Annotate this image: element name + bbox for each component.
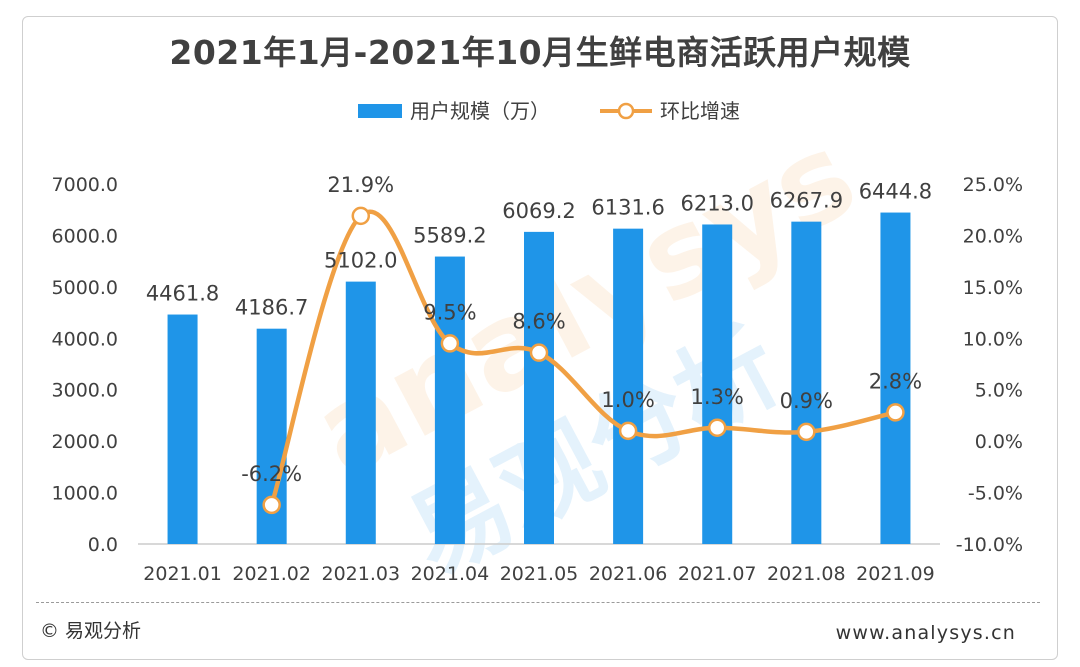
y-left-tick-label: 4000.0 <box>52 328 118 350</box>
bar-value-label: 6267.9 <box>770 189 843 213</box>
growth-value-label: 0.9% <box>780 389 833 413</box>
growth-point <box>707 418 727 438</box>
footer-copyright: © 易观分析 <box>40 620 142 642</box>
y-left-tick-label: 5000.0 <box>52 277 118 299</box>
x-tick-label: 2021.09 <box>856 563 935 585</box>
bar <box>791 221 822 544</box>
legend-label-bar: 用户规模（万） <box>410 99 550 123</box>
footer-divider <box>36 602 1040 603</box>
y-left-tick-label: 6000.0 <box>52 225 118 247</box>
chart-title: 2021年1月-2021年10月生鲜电商活跃用户规模 <box>169 33 911 72</box>
y-left-tick-label: 2000.0 <box>52 431 118 453</box>
y-right-tick-label: 10.0% <box>963 328 1023 350</box>
bar <box>167 314 198 544</box>
x-tick-label: 2021.06 <box>589 563 668 585</box>
legend-label-line: 环比增速 <box>660 99 740 123</box>
bar <box>434 256 465 544</box>
x-tick-label: 2021.07 <box>678 563 757 585</box>
bar-value-label: 5589.2 <box>413 224 486 248</box>
bar-value-label: 6213.0 <box>680 191 753 215</box>
bar <box>524 231 554 544</box>
x-tick-label: 2021.03 <box>321 563 400 585</box>
growth-value-label: 9.5% <box>423 300 476 324</box>
y-right-tick-label: -5.0% <box>968 483 1023 505</box>
x-tick-label: 2021.05 <box>500 563 579 585</box>
bar-value-label: 5102.0 <box>324 249 397 273</box>
legend-marker <box>617 102 635 120</box>
x-tick-label: 2021.01 <box>143 563 222 585</box>
bar-value-label: 6131.6 <box>591 196 664 220</box>
y-right-tick-label: 15.0% <box>963 277 1023 299</box>
legend: 用户规模（万） 环比增速 <box>358 99 740 123</box>
bar <box>880 212 911 544</box>
x-tick-label: 2021.04 <box>411 563 490 585</box>
growth-point <box>351 206 371 226</box>
axes: 0.0 1000.0 2000.0 3000.0 4000.0 5000.0 6000.0 7… <box>52 174 1023 585</box>
growth-point <box>797 422 816 442</box>
growth-point <box>440 334 460 353</box>
y-left-tick-label: 0.0 <box>88 534 118 556</box>
growth-value-label: 21.9% <box>327 173 394 197</box>
growth-point <box>262 495 281 515</box>
footer-url[interactable]: www.analysys.cn <box>835 622 1016 644</box>
y-right-tick-label: 0.0% <box>975 431 1023 453</box>
chart-frame <box>22 16 1058 660</box>
growth-line <box>262 206 905 515</box>
bars <box>167 212 911 544</box>
bar-value-label: 4461.8 <box>146 282 219 306</box>
legend-swatch-bar <box>358 104 402 118</box>
y-right-tick-label: -10.0% <box>956 534 1023 556</box>
growth-value-label: 1.0% <box>601 388 654 412</box>
growth-point <box>886 403 905 422</box>
y-right-tick-label: 20.0% <box>963 225 1023 247</box>
y-left-tick-label: 7000.0 <box>52 174 118 196</box>
growth-value-label: -6.2% <box>241 462 302 486</box>
growth-point <box>529 343 549 362</box>
y-left-tick-label: 1000.0 <box>52 483 118 505</box>
y-right-tick-label: 25.0% <box>963 174 1023 196</box>
growth-value-label: 2.8% <box>869 369 922 393</box>
bar-value-label: 6069.2 <box>502 199 575 223</box>
bar <box>345 281 376 544</box>
y-left-tick-label: 3000.0 <box>52 380 118 402</box>
growth-value-label: 8.6% <box>512 310 565 334</box>
bar <box>702 224 733 544</box>
growth-point <box>618 421 638 441</box>
x-tick-label: 2021.08 <box>767 563 846 585</box>
bar-value-label: 6444.8 <box>859 180 932 204</box>
growth-value-label: 1.3% <box>691 385 744 409</box>
bar-value-label: 4186.7 <box>235 296 308 320</box>
x-tick-label: 2021.02 <box>232 563 311 585</box>
data-labels: 4461.8 4186.7 5102.0 5589.2 6069.2 6131.6 6213… <box>146 173 932 486</box>
y-right-tick-label: 5.0% <box>975 380 1023 402</box>
bar <box>613 228 644 544</box>
